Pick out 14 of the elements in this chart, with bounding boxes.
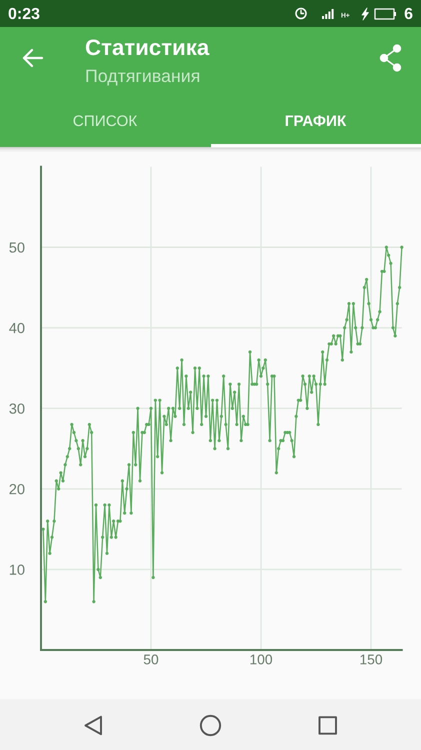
text: 0:23 <box>8 8 40 20</box>
chart-subtitle: Подтягивания <box>86 70 200 86</box>
y-tick-label: 30 <box>9 403 24 414</box>
text: СПИСОК <box>74 115 138 126</box>
x-tick-label: 50 <box>144 654 158 664</box>
y-tick-label: 10 <box>10 564 24 575</box>
x-tick-label: 150 <box>360 654 382 664</box>
chart-title: Статистика <box>86 39 210 56</box>
text: 6 <box>404 8 412 20</box>
y-tick-label: 50 <box>9 242 24 253</box>
y-tick-label: 40 <box>9 322 24 334</box>
text: ГРАФИК <box>286 115 346 126</box>
x-tick-label: 100 <box>250 654 272 664</box>
y-tick-label: 20 <box>10 484 24 494</box>
